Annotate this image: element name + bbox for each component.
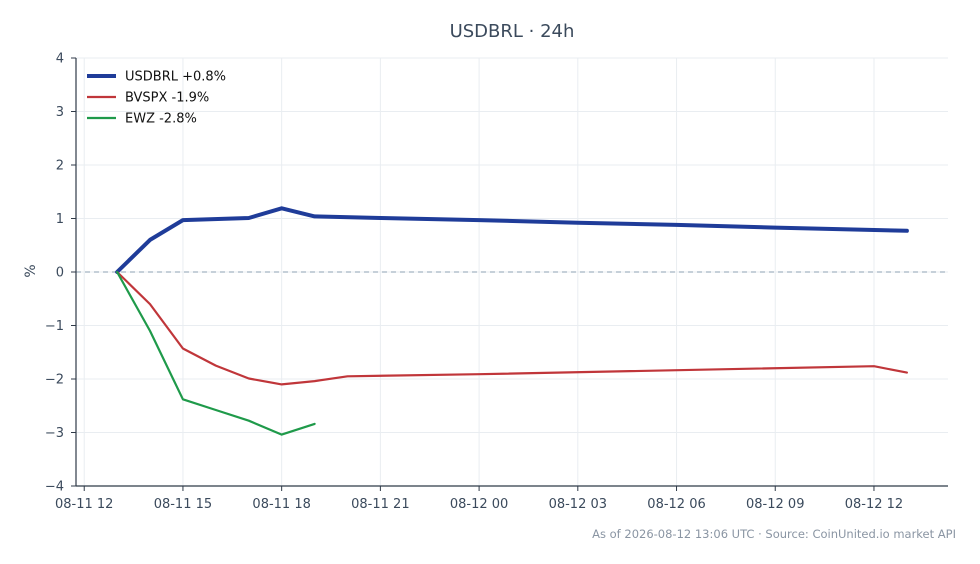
series-line-1 (116, 270, 908, 386)
x-tick-label: 08-12 12 (845, 497, 903, 512)
y-tick-label: −1 (45, 319, 64, 334)
x-tick-label: 08-12 06 (647, 497, 705, 512)
x-tick-label: 08-11 15 (154, 497, 212, 512)
chart-title: USDBRL · 24h (450, 21, 575, 42)
footer-source: As of 2026-08-12 13:06 UTC · Source: Coi… (592, 527, 956, 541)
y-tick-label: 3 (56, 105, 64, 120)
series-lines (115, 206, 909, 436)
y-axis-label: % (23, 264, 39, 277)
x-tick-label: 08-11 18 (252, 497, 310, 512)
x-tick-label: 08-12 00 (450, 497, 508, 512)
legend-label-0: USDBRL +0.8% (125, 70, 226, 85)
x-tick-label: 08-11 21 (351, 497, 409, 512)
y-tick-label: −2 (45, 373, 64, 388)
legend: USDBRL +0.8% BVSPX -1.9% EWZ -2.8% (87, 70, 226, 127)
series-line-2 (116, 270, 316, 436)
x-tick-label: 08-11 12 (55, 497, 113, 512)
legend-label-1: BVSPX -1.9% (125, 91, 209, 106)
x-tick-label: 08-12 09 (746, 497, 804, 512)
y-tick-label: 2 (56, 159, 64, 174)
y-tick-label: 1 (56, 212, 64, 227)
series-line-0 (115, 206, 909, 274)
x-axis-ticks: 08-11 12 08-11 15 08-11 18 08-11 21 08-12 00… (55, 486, 903, 512)
y-tick-label: −3 (45, 426, 64, 441)
y-tick-label: 0 (56, 266, 64, 281)
y-tick-label: 4 (56, 52, 64, 67)
y-tick-label: −4 (45, 480, 64, 495)
x-tick-label: 08-12 03 (549, 497, 607, 512)
y-axis-ticks: 4 3 2 1 0 −1 −2 −3 −4 (45, 52, 76, 495)
legend-label-2: EWZ -2.8% (125, 112, 197, 127)
